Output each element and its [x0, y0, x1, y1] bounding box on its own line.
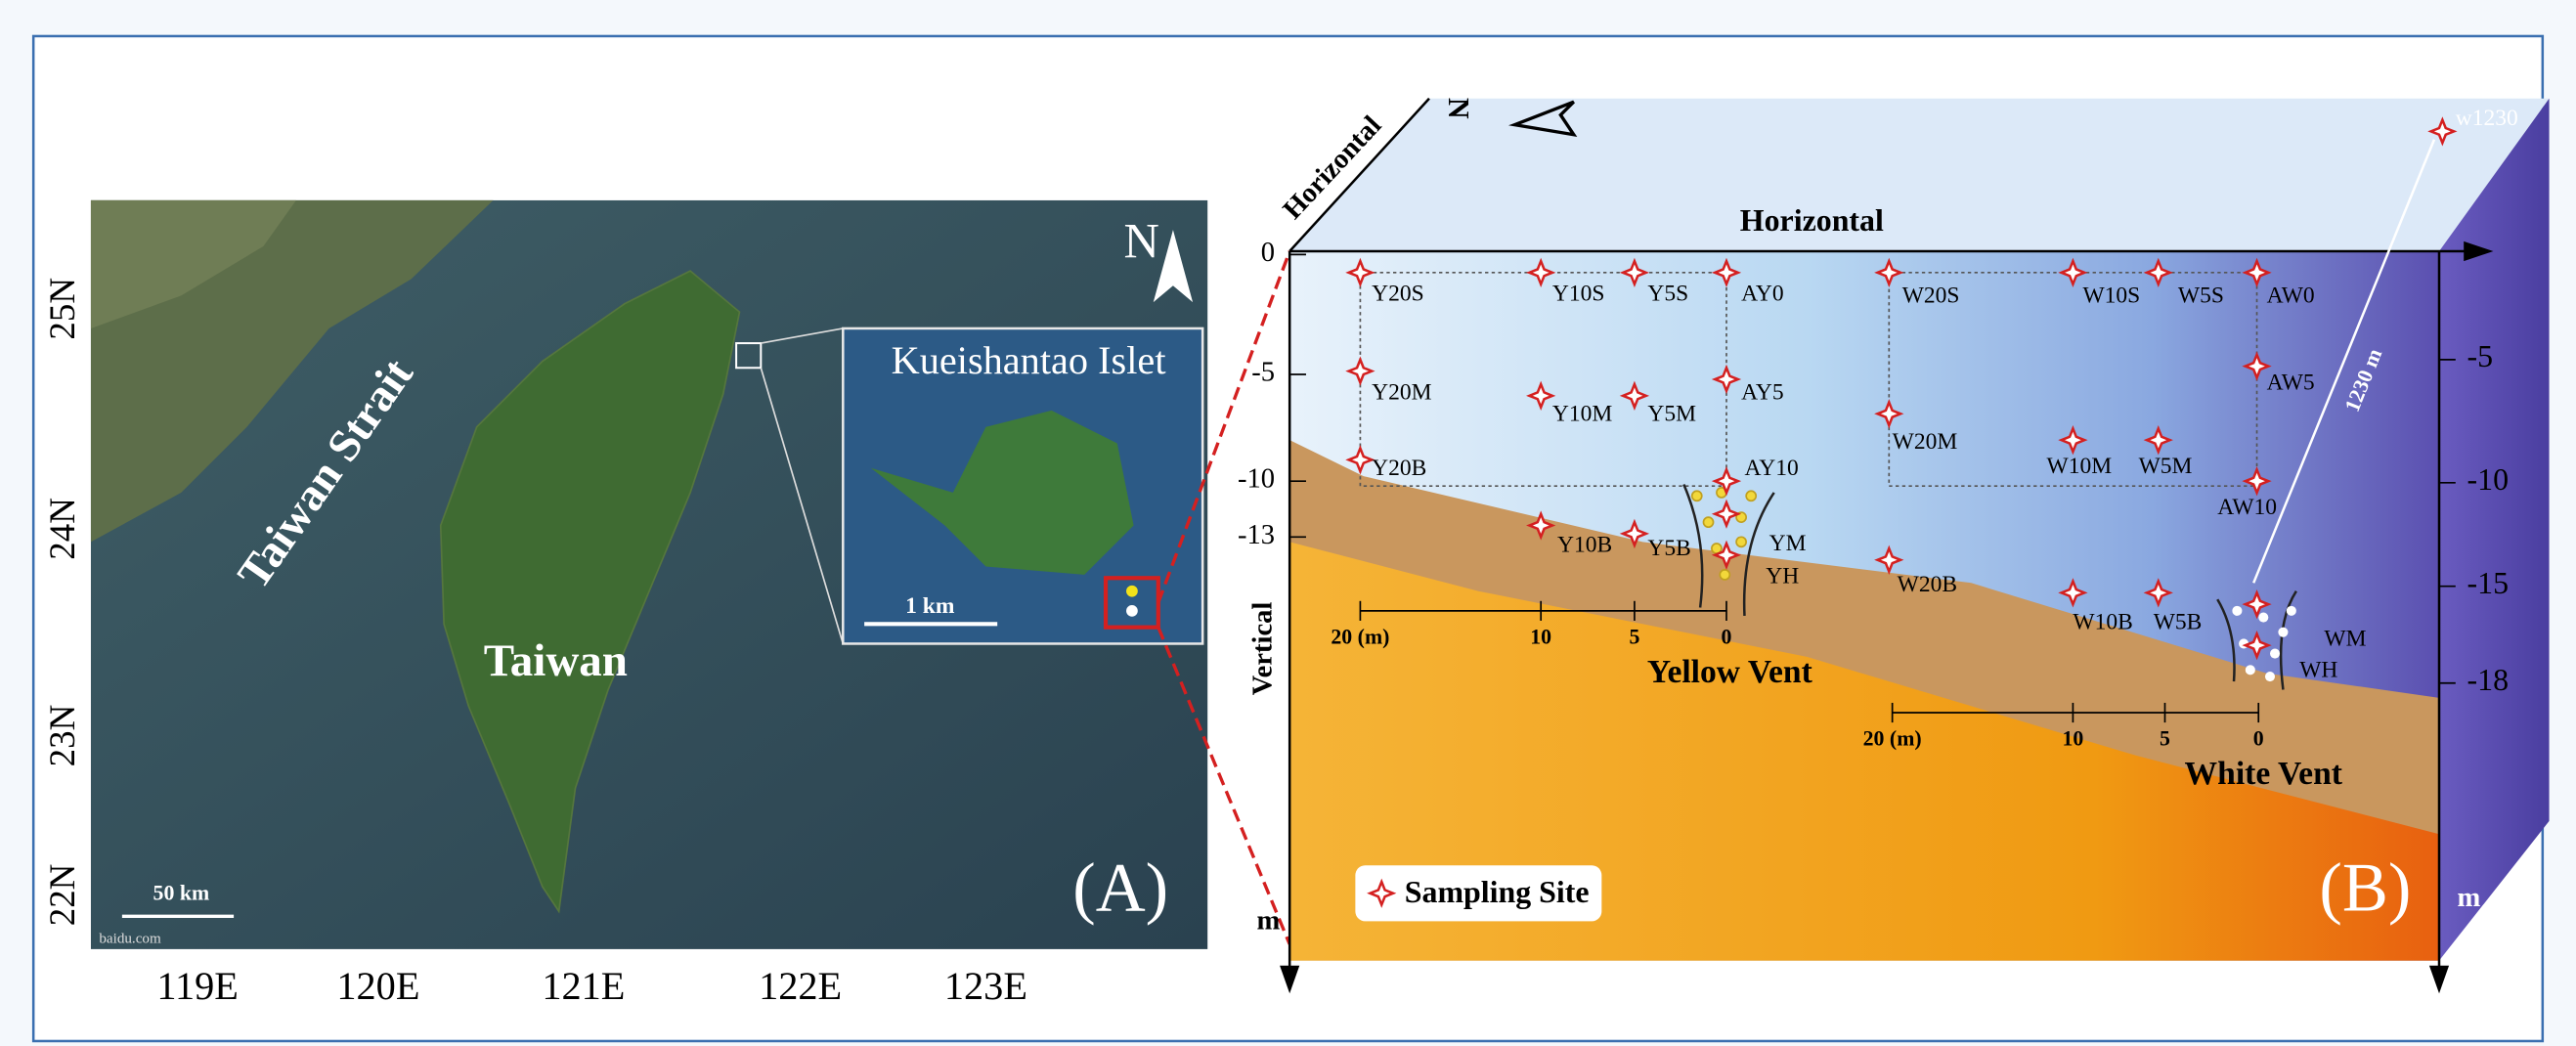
- site-label: W20B: [1898, 572, 1957, 597]
- box-top: [1289, 99, 2549, 251]
- shape: [1746, 491, 1756, 501]
- inset-scale-label: 1 km: [905, 593, 955, 619]
- shape: [2246, 665, 2255, 675]
- site-label: W5M: [2139, 454, 2193, 479]
- white-vent-dot: [1126, 605, 1138, 617]
- depth-label: -10: [2467, 462, 2510, 497]
- site-label: Y10B: [1557, 533, 1612, 558]
- site-label: YH: [1766, 564, 1799, 589]
- scale-label: 0: [2253, 727, 2264, 751]
- shape: [1736, 537, 1746, 546]
- scale-label: 5: [2160, 727, 2170, 751]
- shape: [1720, 570, 1729, 580]
- depth-label: -18: [2467, 663, 2510, 697]
- scale-label: 20 (m): [1863, 727, 1922, 751]
- longitude-label: 120E: [336, 964, 419, 1008]
- panel-label: (A): [1072, 850, 1168, 927]
- site-label: W10B: [2073, 610, 2132, 635]
- site-label: AY10: [1744, 456, 1798, 481]
- unit-label: m: [2457, 883, 2480, 913]
- map-scale-label: 50 km: [153, 881, 210, 904]
- depth-label: -10: [1238, 464, 1275, 495]
- depth-label: 0: [1261, 238, 1275, 268]
- longitude-label: 119E: [156, 964, 239, 1008]
- site-label: AY5: [1741, 380, 1784, 406]
- site-label: W20M: [1893, 429, 1958, 455]
- shape: [2265, 672, 2275, 681]
- site-label: Y20S: [1372, 282, 1424, 307]
- latitude-label: 22N: [42, 864, 82, 927]
- site-label: W10S: [2082, 283, 2140, 308]
- scale-label: 10: [2063, 727, 2084, 751]
- site-label: Y10M: [1552, 401, 1612, 426]
- axis-title: Vertical: [1248, 602, 1279, 696]
- longitude-label: 123E: [944, 964, 1027, 1008]
- latitude-label: 23N: [42, 705, 82, 767]
- site-label: Y5S: [1647, 282, 1688, 307]
- yellow-vent-dot: [1126, 586, 1138, 597]
- site-label: Y10S: [1552, 282, 1605, 307]
- site-label: AW0: [2267, 283, 2315, 308]
- depth-label: -5: [1251, 358, 1275, 388]
- site-label: AW5: [2267, 370, 2315, 395]
- legend-label: Sampling Site: [1405, 875, 1590, 909]
- map-source: baidu.com: [99, 931, 161, 946]
- site-label: Y5B: [1647, 536, 1690, 561]
- scale-label: 5: [1629, 625, 1639, 648]
- site-label: Y5M: [1647, 401, 1696, 426]
- site-label: Y20B: [1372, 456, 1426, 481]
- site-label: WM: [2324, 626, 2366, 651]
- longitude-label: 122E: [759, 964, 842, 1008]
- site-label: AY0: [1741, 282, 1784, 307]
- site-label: W5B: [2154, 610, 2203, 635]
- site-label: W5S: [2178, 283, 2224, 308]
- site-label: W10M: [2047, 454, 2113, 479]
- latitude-label: 25N: [42, 278, 82, 340]
- scale-label: 10: [1530, 625, 1551, 648]
- depth-label: -13: [1238, 520, 1275, 550]
- vent-label: White Vent: [2185, 756, 2343, 792]
- shape: [2270, 649, 2280, 659]
- site-label: AW10: [2217, 495, 2277, 520]
- longitude-label: 121E: [542, 964, 625, 1008]
- shape: [1692, 491, 1702, 501]
- latitude-label: 24N: [42, 498, 82, 560]
- panel-label: (B): [2319, 850, 2411, 927]
- north-label: N: [1442, 98, 1475, 119]
- shape: [2258, 613, 2268, 623]
- site-label: W20S: [1902, 283, 1960, 308]
- scale-label: 20 (m): [1331, 625, 1389, 648]
- scale-label: 0: [1722, 625, 1732, 648]
- vent-label: Yellow Vent: [1647, 654, 1813, 690]
- depth-label: -15: [2467, 566, 2510, 600]
- axis-title: Horizontal: [1740, 203, 1884, 238]
- site-label: WH: [2299, 657, 2337, 682]
- shape: [2287, 606, 2296, 616]
- site-label: w1230: [2456, 106, 2518, 131]
- island-label: Taiwan: [484, 635, 628, 686]
- shape: [2278, 628, 2288, 637]
- shape: [2232, 606, 2242, 616]
- unit-label: m: [1256, 906, 1280, 937]
- figure: NTaiwan StraitTaiwanKueishantao Islet1 k…: [0, 0, 2576, 1046]
- site-label: YM: [1769, 531, 1807, 556]
- north-label: N: [1124, 214, 1159, 269]
- shape: [1703, 517, 1713, 527]
- inset-title: Kueishantao Islet: [892, 338, 1166, 382]
- depth-label: -5: [2467, 339, 2494, 373]
- site-label: Y20M: [1372, 380, 1431, 406]
